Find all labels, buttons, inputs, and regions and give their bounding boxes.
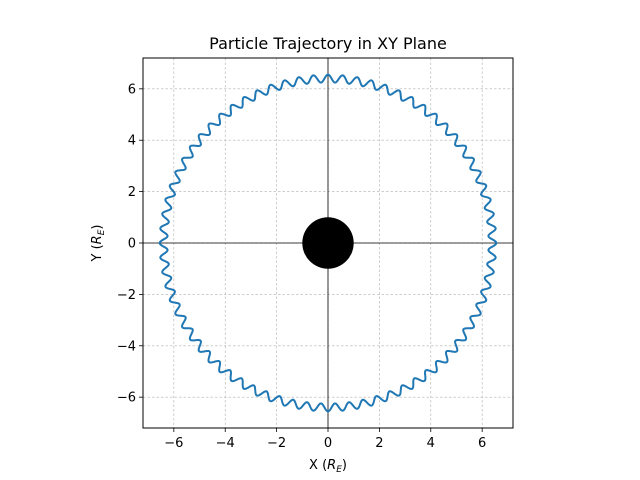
x-tick-label: −6 [164,436,183,451]
x-axis-title-sub: E [336,465,342,475]
tick-layer: −6 −4 −2 0 2 4 6 −6 −4 −2 0 2 4 6 [117,82,486,451]
x-tick-label: 4 [427,436,435,451]
y-axis-title-suffix: ) [90,225,105,230]
y-axis-title: Y (RE) [90,225,107,263]
y-tick-label: 6 [128,82,136,97]
x-tick-label: 0 [324,436,332,451]
chart-title: Particle Trajectory in XY Plane [209,34,447,53]
y-tick-label: −6 [117,391,136,406]
data-layer [158,73,498,413]
x-axis-title-prefix: X ( [309,458,327,473]
x-tick-label: −2 [267,436,286,451]
y-axis-title-prefix: Y ( [90,244,105,262]
earth-disk [302,217,354,269]
y-tick-label: −2 [117,288,136,303]
y-tick-label: 2 [128,185,136,200]
x-tick-label: 2 [375,436,383,451]
y-axis-title-sub: E [97,229,107,235]
y-axis-title-var: R [90,235,105,244]
x-tick-label: 6 [478,436,486,451]
y-tick-label: 0 [128,237,136,252]
x-axis-title-suffix: ) [342,458,347,473]
y-tick-label: 4 [128,134,136,149]
y-tick-label: −4 [117,339,136,354]
x-tick-label: −4 [216,436,235,451]
x-axis-title: X (RE) [309,458,347,475]
x-axis-title-var: R [327,458,336,473]
trajectory-line [158,73,498,413]
